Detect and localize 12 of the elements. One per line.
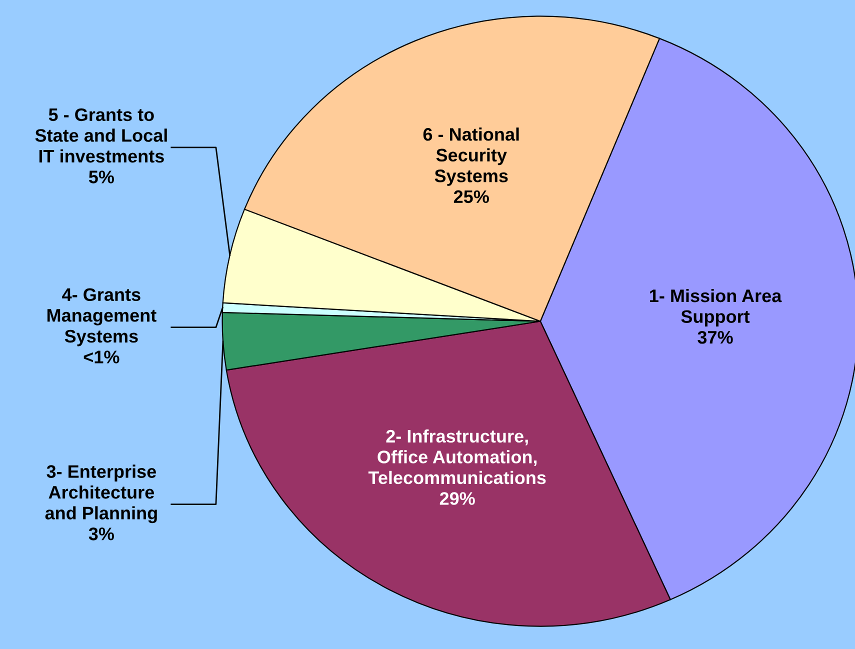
slice-label: 1- Mission Area Support	[650, 288, 782, 327]
slice-label: 5 - Grants to State and Local IT investments	[35, 108, 167, 163]
slice-label: 4- Grants Management Systems	[47, 288, 156, 346]
data-label: 3%	[88, 528, 114, 540]
data-label: 5%	[88, 170, 114, 184]
slice-label: 6 - National Security Systems	[423, 128, 519, 186]
data-label: 29%	[440, 492, 475, 505]
slice-label: 3- Enterprise Architecture and Planning	[45, 464, 157, 524]
slice-label: 2- Infrastructure, Office Automation, Telecommunications	[368, 429, 546, 484]
data-label: 37%	[698, 330, 733, 344]
data-label: 25%	[454, 190, 489, 204]
data-label: <1%	[84, 350, 120, 364]
